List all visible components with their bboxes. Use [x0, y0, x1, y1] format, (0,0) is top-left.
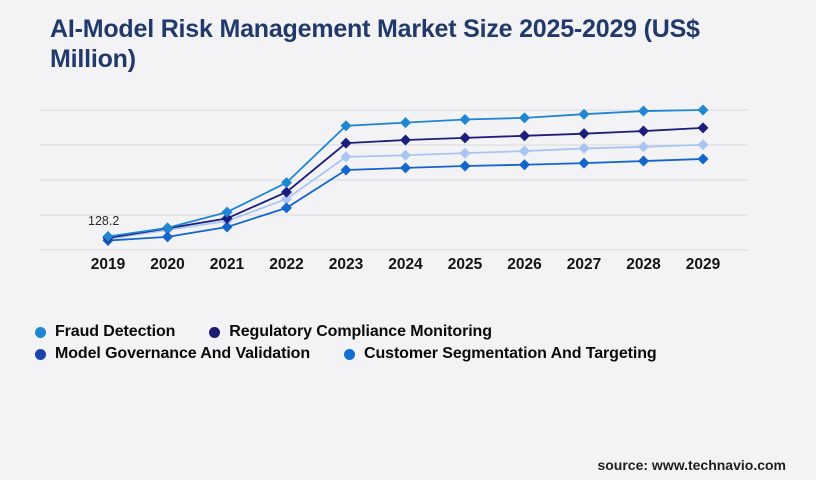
data-point-marker: [281, 193, 292, 205]
legend-item-regulatory-compliance-monitoring: Regulatory Compliance Monitoring: [209, 323, 492, 341]
data-point-marker: [102, 231, 114, 243]
data-point-marker: [519, 130, 530, 142]
data-point-marker: [162, 222, 173, 234]
data-point-marker: [400, 117, 411, 129]
legend-dot-icon: [35, 326, 46, 338]
data-point-marker: [221, 212, 233, 224]
chart-legend: Fraud Detection Regulatory Compliance Mo…: [35, 321, 795, 365]
data-point-marker: [340, 151, 352, 163]
source-attribution: source: www.technavio.com: [597, 457, 786, 473]
x-axis-label: 2021: [210, 256, 245, 273]
legend-dot-icon: [344, 348, 356, 360]
market-size-line-chart: 2019 2020 2021 2022 2023 2024 2025 2026 2027 2028…: [40, 104, 747, 273]
legend-item-customer-segmentation-and-targeting: Customer Segmentation And Targeting: [344, 345, 657, 363]
data-point-marker: [697, 104, 709, 116]
data-point-marker: [340, 120, 352, 132]
data-point-marker: [638, 141, 649, 153]
data-point-marker: [281, 202, 292, 214]
data-point-marker: [221, 206, 233, 218]
data-point-marker: [697, 153, 709, 165]
data-point-marker: [400, 149, 411, 161]
data-point-marker: [519, 159, 530, 171]
x-axis-label: 2026: [507, 256, 542, 273]
data-point-marker: [638, 125, 649, 137]
x-axis-label: 2024: [388, 256, 423, 273]
data-point-marker: [578, 142, 590, 154]
data-point-marker: [578, 108, 590, 120]
data-point-marker: [638, 105, 649, 117]
x-axis-label: 2027: [567, 256, 601, 273]
data-point-marker: [638, 155, 649, 167]
legend-label-regulatory-compliance-monitoring: Regulatory Compliance Monitoring: [229, 323, 492, 340]
data-point-marker: [459, 147, 471, 159]
data-point-marker: [459, 160, 471, 172]
data-point-marker: [400, 134, 411, 146]
legend-dot-icon: [209, 326, 221, 338]
data-point-marker: [459, 113, 471, 125]
data-point-marker: [578, 128, 590, 140]
legend-item-model-governance-and-validation: Model Governance And Validation: [35, 345, 310, 363]
legend-dot-icon: [35, 348, 46, 360]
x-axis-label: 2025: [448, 256, 483, 273]
data-point-marker: [459, 132, 471, 144]
x-axis-label: 2022: [269, 256, 303, 273]
x-axis-label: 2023: [329, 256, 364, 273]
legend-row-2: Model Governance And Validation Customer…: [35, 343, 795, 365]
x-axis-label: 2028: [626, 256, 661, 273]
legend-label-model-governance-and-validation: Model Governance And Validation: [55, 345, 311, 362]
x-axis-label: 2020: [150, 256, 184, 273]
legend-label-customer-segmentation-and-targeting: Customer Segmentation And Targeting: [364, 345, 657, 362]
data-point-marker: [697, 122, 709, 134]
data-point-marker: [281, 177, 292, 189]
data-point-marker: [281, 186, 292, 198]
legend-item-fraud-detection: Fraud Detection: [35, 323, 175, 341]
data-point-marker: [340, 164, 352, 176]
legend-label-fraud-detection: Fraud Detection: [55, 323, 176, 340]
data-point-marker: [162, 231, 173, 243]
legend-row-1: Fraud Detection Regulatory Compliance Mo…: [35, 321, 795, 343]
data-point-marker: [519, 112, 530, 124]
data-point-marker: [697, 139, 709, 151]
data-point-marker: [340, 137, 352, 149]
chart-title: AI-Model Risk Management Market Size 202…: [50, 15, 700, 73]
data-label: 128.2: [88, 214, 119, 228]
data-point-marker: [519, 145, 530, 157]
x-axis-label: 2019: [91, 256, 126, 273]
data-point-marker: [400, 162, 411, 174]
data-point-marker: [578, 157, 590, 169]
x-axis-label: 2029: [686, 256, 721, 273]
data-point-marker: [221, 221, 233, 233]
